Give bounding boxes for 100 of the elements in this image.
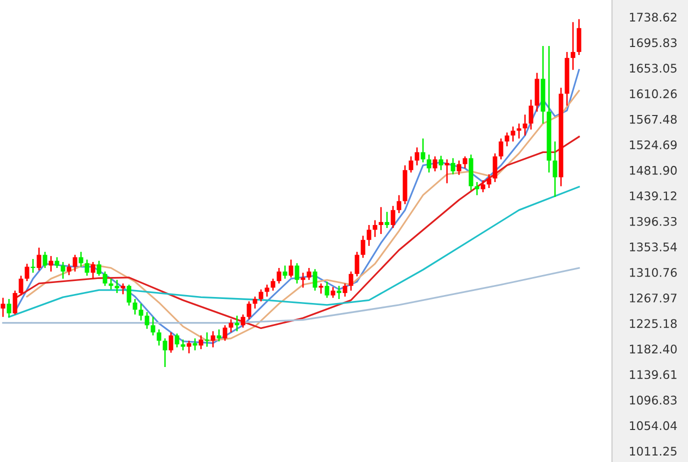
candlestick: [78, 251, 84, 268]
y-tick-label: 1653.05: [630, 64, 676, 73]
candlestick: [378, 206, 384, 235]
candlestick: [396, 194, 402, 214]
candlestick: [216, 328, 222, 342]
candlestick: [156, 328, 162, 346]
y-tick-label: 1439.12: [630, 191, 676, 200]
candlestick: [348, 270, 354, 292]
candlestick: [0, 297, 6, 318]
candlestick: [528, 99, 534, 130]
candlestick: [408, 156, 414, 174]
y-tick-label: 1481.90: [630, 166, 677, 175]
candlestick: [354, 251, 360, 278]
candlestick: [498, 138, 504, 160]
candlestick: [342, 282, 348, 298]
candlestick: [522, 114, 528, 136]
y-tick-label: 1011.25: [630, 446, 676, 456]
y-tick-label: 1567.48: [630, 114, 677, 124]
candlestick: [96, 260, 102, 276]
candlestick: [108, 278, 114, 290]
candlestick: [198, 334, 204, 350]
candlestick: [264, 284, 270, 298]
candlestick: [462, 156, 468, 170]
y-tick-label: 1139.61: [630, 370, 676, 380]
candlestick: [114, 279, 120, 294]
candlestick: [504, 132, 510, 147]
y-tick-label: 1524.69: [630, 140, 677, 150]
candlestick: [60, 261, 66, 280]
candlestick: [222, 324, 228, 342]
candlestick: [162, 338, 168, 368]
line-series: [8, 186, 580, 318]
candlestick: [36, 246, 42, 272]
y-tick-label: 1054.04: [630, 421, 677, 430]
candlestick: [120, 282, 126, 295]
candlestick: [372, 220, 378, 238]
candlestick: [66, 263, 72, 276]
candlestick: [366, 224, 372, 247]
candlestick: [204, 332, 210, 348]
y-tick-label: 1225.18: [630, 319, 677, 328]
y-tick-label: 1738.62: [630, 12, 676, 22]
candlestick: [456, 160, 462, 176]
candlestick: [438, 155, 444, 171]
candlestick: [150, 316, 156, 336]
candlestick: [420, 138, 426, 164]
candlestick: [18, 275, 24, 296]
candlestick: [426, 154, 432, 174]
y-tick-label: 1182.40: [630, 344, 677, 354]
candlestick: [240, 314, 246, 328]
candlestick: [90, 261, 96, 280]
candlestick: [444, 158, 450, 184]
candlestick: [390, 205, 396, 229]
candlestick: [258, 288, 264, 302]
candlestick: [288, 258, 294, 278]
candlestick: [276, 267, 282, 284]
candlestick: [480, 180, 486, 193]
y-tick-label: 1610.26: [630, 89, 677, 98]
candlestick: [486, 174, 492, 189]
candlestick: [330, 286, 336, 298]
candlestick: [246, 300, 252, 320]
candlestick: [384, 211, 390, 229]
candlestick: [168, 332, 174, 354]
candlestick: [252, 296, 258, 310]
candlestick: [414, 146, 420, 166]
candlestick: [24, 263, 30, 282]
candlestick: [282, 264, 288, 280]
candlestick: [72, 254, 78, 272]
y-tick-label: 1267.97: [630, 294, 676, 302]
candlestick: [432, 156, 438, 172]
candlestick: [132, 298, 138, 316]
candlestick: [6, 298, 12, 318]
candlestick: [570, 21, 576, 71]
candlestick: [324, 280, 330, 298]
candlestick: [552, 140, 558, 198]
candlestick: [300, 272, 306, 288]
candlestick: [336, 285, 342, 300]
y-tick-label: 1396.33: [630, 216, 677, 226]
y-tick-label: 1695.83: [630, 38, 677, 48]
candlestick: [492, 152, 498, 183]
candlestick: [510, 126, 516, 142]
candlestick: [270, 278, 276, 292]
candlestick: [54, 256, 60, 269]
y-tick-label: 1310.76: [630, 268, 677, 277]
candlestick: [126, 284, 132, 306]
candlestick: [186, 340, 192, 354]
candlestick: [360, 235, 366, 259]
candlestick: [210, 330, 216, 348]
candlestick: [102, 270, 108, 287]
candlestick: [228, 318, 234, 334]
candlestick: [450, 157, 456, 175]
candlestick: [312, 268, 318, 292]
candlestick: [42, 251, 48, 269]
candlestick: [144, 311, 150, 330]
y-tick-label: 1353.54: [630, 242, 677, 252]
candlestick: [174, 332, 180, 348]
y-tick-label: 1096.83: [630, 396, 677, 405]
candlestick: [84, 258, 90, 276]
candlestick: [192, 338, 198, 351]
candlestick: [294, 262, 300, 284]
candlestick: [474, 181, 480, 196]
candlestick: [576, 18, 582, 56]
